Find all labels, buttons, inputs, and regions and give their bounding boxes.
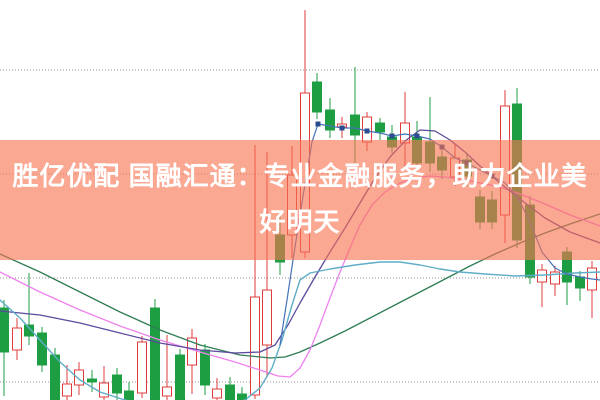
promo-banner: 胜亿优配 国融汇通：专业金融服务，助力企业美 好明天 (0, 140, 600, 260)
banner-text-line1: 胜亿优配 国融汇通：专业金融服务，助力企业美 (12, 161, 588, 191)
banner-text-line2: 好明天 (259, 207, 341, 237)
